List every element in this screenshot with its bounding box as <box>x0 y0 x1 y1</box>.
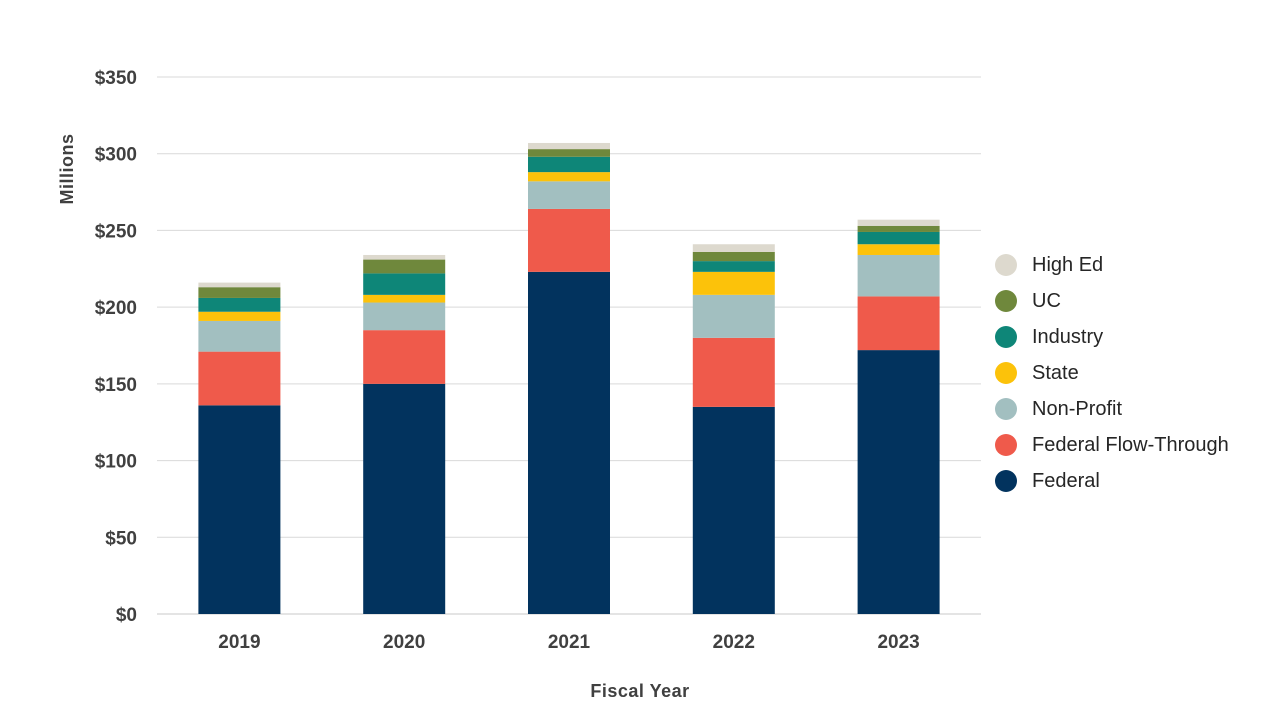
y-axis-ticks: $0 $50 $100 $150 $200 $250 $300 $350 <box>95 68 137 626</box>
y-tick-label: $200 <box>95 298 137 319</box>
x-tick-label: 2019 <box>218 632 260 653</box>
bar-segment-non-profit-2019 <box>198 320 281 352</box>
bar-segment-industry-2020 <box>363 273 446 295</box>
y-tick-label: $250 <box>95 221 137 242</box>
legend-item: UC <box>995 283 1275 319</box>
y-tick-label: $300 <box>95 145 137 166</box>
bar-segment-federal-2020 <box>363 383 446 614</box>
legend-item: High Ed <box>995 247 1275 283</box>
bar-segment-federal-flow-through-2022 <box>692 337 775 407</box>
y-tick-label: $350 <box>95 68 137 89</box>
x-tick-label: 2020 <box>383 632 425 653</box>
y-tick-label: $100 <box>95 452 137 473</box>
bar-segment-uc-2023 <box>857 225 940 232</box>
bar-segment-high-ed-2023 <box>857 219 940 226</box>
legend-label: State <box>1032 361 1079 384</box>
legend-label: Non-Profit <box>1032 397 1123 420</box>
bar-segment-non-profit-2023 <box>857 254 940 297</box>
legend-item: Federal <box>995 463 1275 499</box>
x-tick-label: 2022 <box>713 632 755 653</box>
x-tick-label: 2021 <box>548 632 591 653</box>
legend-swatch <box>995 470 1017 492</box>
bar-segment-uc-2019 <box>198 287 281 298</box>
bar-segment-industry-2019 <box>198 297 281 312</box>
legend-item: Federal Flow-Through <box>995 427 1275 463</box>
bar-segment-state-2019 <box>198 311 281 321</box>
bar-segment-high-ed-2022 <box>692 244 775 252</box>
legend-swatch <box>995 254 1017 276</box>
y-tick-label: $50 <box>105 528 137 549</box>
bar-segment-industry-2021 <box>528 156 610 173</box>
y-tick-label: $150 <box>95 375 137 396</box>
bar-segment-non-profit-2021 <box>528 181 610 209</box>
bars <box>198 142 940 614</box>
legend-item: State <box>995 355 1275 391</box>
legend-swatch <box>995 290 1017 312</box>
legend-item: Industry <box>995 319 1275 355</box>
bar-segment-federal-flow-through-2019 <box>198 351 281 406</box>
bar-segment-uc-2022 <box>692 251 775 262</box>
bar-segment-non-profit-2020 <box>363 302 446 331</box>
bar-segment-high-ed-2021 <box>528 142 610 150</box>
bar-segment-state-2021 <box>528 172 610 182</box>
x-tick-label: 2023 <box>877 632 919 653</box>
x-axis-ticks: 2019 2020 2021 2022 2023 <box>218 632 919 653</box>
bar-segment-federal-2019 <box>198 405 281 614</box>
legend-label: High Ed <box>1032 253 1104 276</box>
x-axis-title: Fiscal Year <box>590 681 689 701</box>
bar-segment-state-2023 <box>857 244 940 255</box>
legend-swatch <box>995 434 1017 456</box>
y-tick-label: $0 <box>116 605 137 626</box>
bar-segment-uc-2020 <box>363 259 446 274</box>
bar-segment-high-ed-2019 <box>198 282 281 288</box>
bar-segment-federal-flow-through-2023 <box>857 296 940 351</box>
bar-segment-industry-2022 <box>692 261 775 272</box>
legend-label: Federal Flow-Through <box>1032 433 1229 456</box>
bar-segment-federal-2022 <box>692 406 775 614</box>
bar-segment-federal-2023 <box>857 350 940 614</box>
legend-item: Non-Profit <box>995 391 1275 427</box>
legend-label: Federal <box>1032 469 1100 492</box>
legend: High Ed UC Industry State Non-Profit Federal … <box>995 247 1275 499</box>
legend-swatch <box>995 398 1017 420</box>
bar-segment-federal-flow-through-2020 <box>363 330 446 384</box>
bar-segment-state-2022 <box>692 271 775 295</box>
legend-swatch <box>995 362 1017 384</box>
bar-segment-industry-2023 <box>857 231 940 245</box>
bar-segment-uc-2021 <box>528 149 610 157</box>
bar-segment-state-2020 <box>363 294 446 303</box>
legend-label: Industry <box>1032 325 1104 348</box>
legend-label: UC <box>1032 289 1061 312</box>
bar-segment-high-ed-2020 <box>363 254 446 260</box>
legend-swatch <box>995 326 1017 348</box>
bar-segment-federal-flow-through-2021 <box>528 208 610 272</box>
bar-segment-federal-2021 <box>528 271 610 614</box>
y-axis-title: Millions <box>57 134 77 205</box>
bar-segment-non-profit-2022 <box>692 294 775 338</box>
